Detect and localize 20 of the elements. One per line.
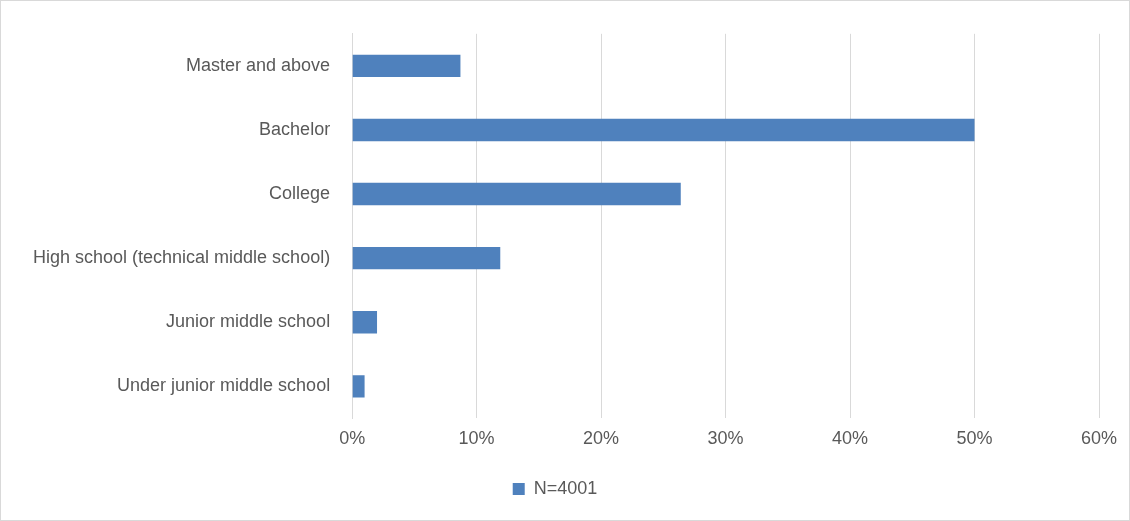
x-tick-label: 60% (1080, 428, 1118, 449)
x-tick-label: 40% (832, 428, 869, 449)
y-tick-label: Junior middle school (166, 311, 331, 332)
legend-label: N=4001 (533, 477, 598, 498)
y-tick-label: College (269, 183, 331, 204)
bar (352, 375, 365, 398)
y-tick-label: Under junior middle school (117, 375, 331, 396)
bar (352, 118, 975, 142)
y-tick-label: Bachelor (259, 118, 331, 139)
x-tick-label: 50% (956, 428, 993, 449)
y-tick-label: Master and above (186, 54, 331, 75)
bar (352, 246, 501, 270)
x-tick-label: 0% (339, 428, 366, 449)
bar (352, 182, 681, 206)
bar (352, 54, 461, 78)
x-tick-label: 20% (583, 428, 620, 449)
x-tick-label: 30% (707, 428, 744, 449)
x-tick-label: 10% (458, 428, 495, 449)
bar (352, 311, 378, 334)
y-tick-label: High school (technical middle school) (33, 247, 331, 268)
